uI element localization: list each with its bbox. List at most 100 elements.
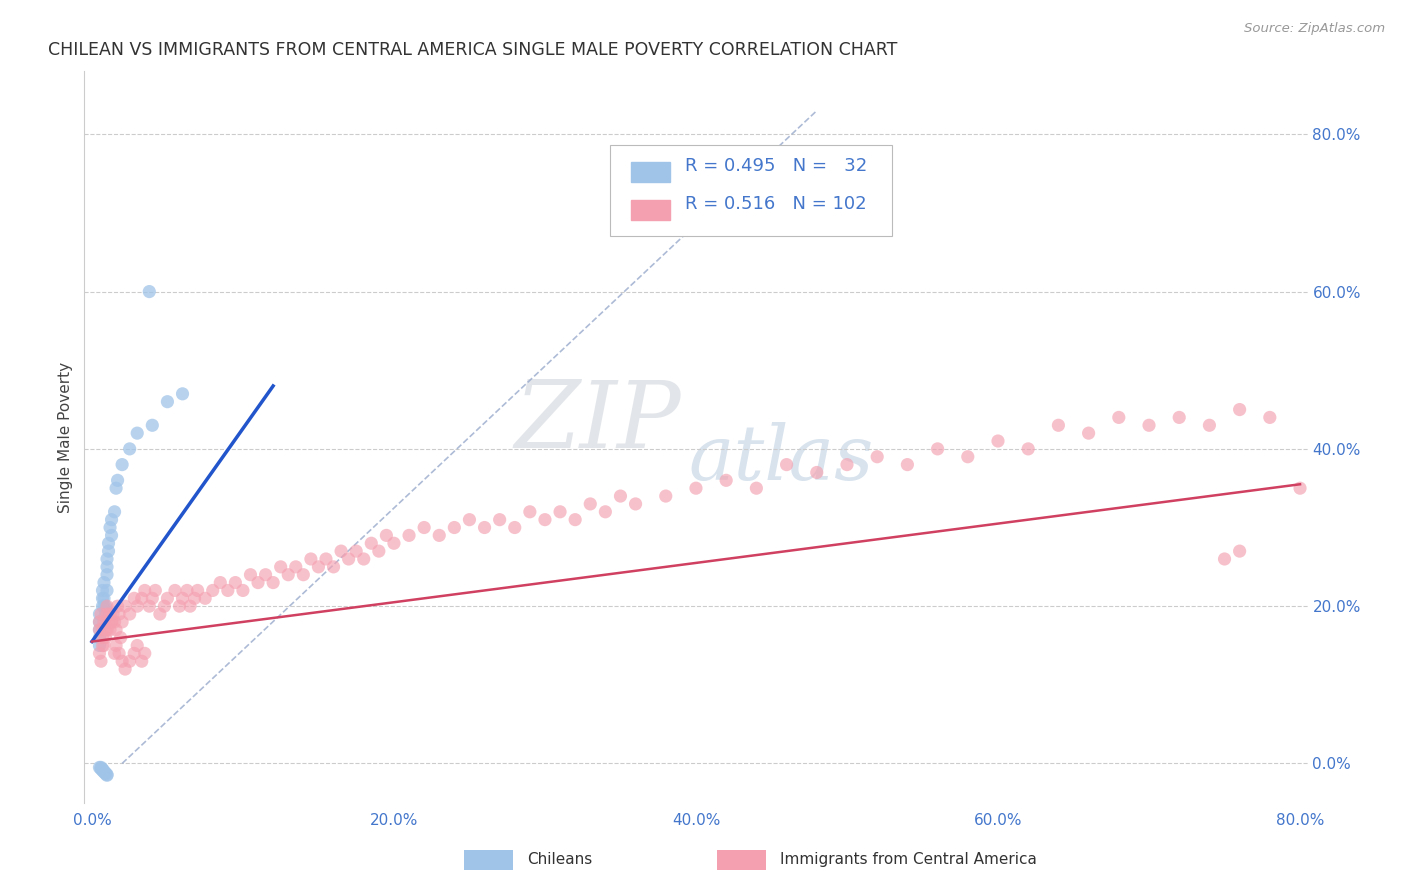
Point xyxy=(134,583,156,598)
Point xyxy=(97,544,120,558)
Point xyxy=(806,466,828,480)
Point xyxy=(443,520,465,534)
Point xyxy=(127,639,149,653)
Point xyxy=(315,552,337,566)
Point xyxy=(143,583,166,598)
Point xyxy=(96,559,118,574)
Point xyxy=(93,764,115,779)
Point xyxy=(103,615,125,629)
Point xyxy=(110,631,132,645)
Point xyxy=(91,623,114,637)
Point xyxy=(96,552,118,566)
Point xyxy=(187,583,209,598)
Point xyxy=(194,591,217,606)
Point xyxy=(172,387,194,401)
Point xyxy=(1229,544,1251,558)
Point xyxy=(685,481,707,495)
Point xyxy=(91,631,114,645)
Point xyxy=(90,760,112,774)
Point xyxy=(93,591,115,606)
Point xyxy=(93,575,115,590)
Text: R = 0.495   N =   32: R = 0.495 N = 32 xyxy=(685,158,868,176)
Point xyxy=(775,458,797,472)
Point xyxy=(118,654,141,668)
Y-axis label: Single Male Poverty: Single Male Poverty xyxy=(58,361,73,513)
Point xyxy=(89,623,111,637)
Point xyxy=(94,607,117,621)
Text: R = 0.516   N = 102: R = 0.516 N = 102 xyxy=(685,195,866,213)
Point xyxy=(114,599,136,614)
Point xyxy=(239,567,262,582)
Point xyxy=(624,497,647,511)
Point xyxy=(94,631,117,645)
Point xyxy=(96,567,118,582)
Point xyxy=(103,646,125,660)
FancyBboxPatch shape xyxy=(610,145,891,235)
Point xyxy=(131,654,153,668)
Point xyxy=(519,505,541,519)
Point xyxy=(153,599,176,614)
Point xyxy=(330,544,353,558)
Point xyxy=(927,442,949,456)
Point xyxy=(307,559,329,574)
Point xyxy=(1137,418,1160,433)
Point xyxy=(149,607,172,621)
Point xyxy=(609,489,631,503)
Point xyxy=(89,639,111,653)
Point xyxy=(1213,552,1236,566)
Point xyxy=(111,615,134,629)
Point xyxy=(382,536,405,550)
Point xyxy=(108,607,131,621)
Point xyxy=(105,481,128,495)
Point xyxy=(579,497,602,511)
Point xyxy=(131,591,153,606)
Point xyxy=(94,766,117,780)
Point xyxy=(1198,418,1220,433)
Point xyxy=(90,762,112,776)
Point xyxy=(122,591,145,606)
Point xyxy=(111,458,134,472)
Point xyxy=(103,505,125,519)
Point xyxy=(89,607,111,621)
Point xyxy=(1017,442,1039,456)
Point xyxy=(94,765,117,780)
Point xyxy=(1168,410,1191,425)
Point xyxy=(322,559,344,574)
Point xyxy=(474,520,496,534)
Point xyxy=(353,552,375,566)
Point xyxy=(337,552,360,566)
Point xyxy=(292,567,315,582)
Point xyxy=(98,520,121,534)
Point xyxy=(262,575,284,590)
Point xyxy=(107,473,129,487)
Point xyxy=(97,615,120,629)
Point xyxy=(98,607,121,621)
Point xyxy=(714,473,737,487)
Point xyxy=(1077,426,1099,441)
Point xyxy=(93,765,115,780)
Point xyxy=(96,623,118,637)
Point xyxy=(127,426,149,441)
Text: CHILEAN VS IMMIGRANTS FROM CENTRAL AMERICA SINGLE MALE POVERTY CORRELATION CHART: CHILEAN VS IMMIGRANTS FROM CENTRAL AMERI… xyxy=(48,41,897,59)
Point xyxy=(100,513,122,527)
Point xyxy=(277,567,299,582)
Point xyxy=(458,513,481,527)
Point xyxy=(163,583,186,598)
Point xyxy=(91,764,114,778)
Point xyxy=(91,591,114,606)
Point xyxy=(118,607,141,621)
Point xyxy=(564,513,586,527)
Point xyxy=(201,583,224,598)
Point xyxy=(360,536,382,550)
Point xyxy=(91,639,114,653)
Point xyxy=(270,559,292,574)
Point xyxy=(111,654,134,668)
Point xyxy=(127,599,149,614)
Point xyxy=(183,591,205,606)
Point xyxy=(91,599,114,614)
Point xyxy=(105,623,128,637)
Bar xyxy=(631,162,671,182)
Point xyxy=(835,458,858,472)
Point xyxy=(96,599,118,614)
Point xyxy=(1108,410,1130,425)
